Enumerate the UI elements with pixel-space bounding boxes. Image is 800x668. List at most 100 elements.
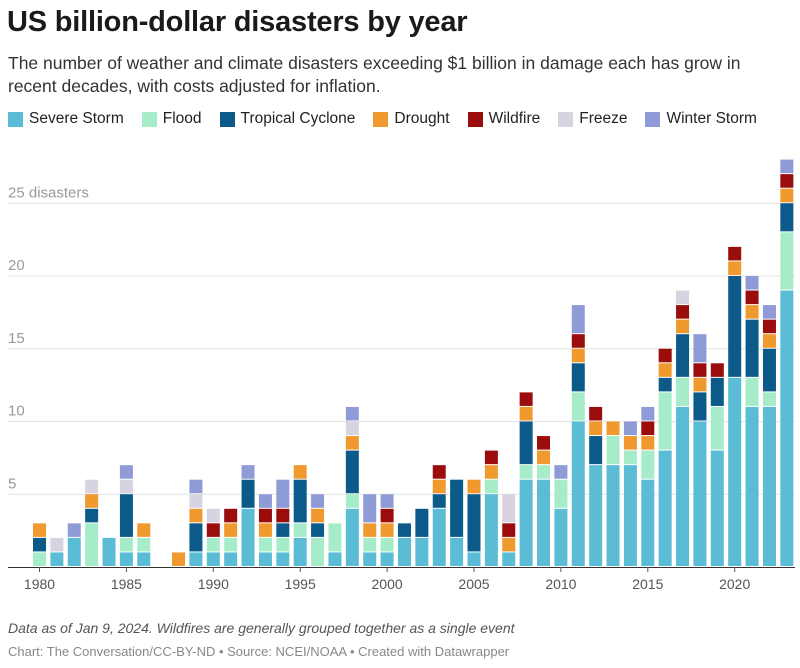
bar-segment-wildfire xyxy=(224,508,238,523)
bar-segment-severe-storm xyxy=(623,465,637,566)
legend-item-wildfire: Wildfire xyxy=(467,110,540,128)
chart-title: US billion-dollar disasters by year xyxy=(7,6,468,38)
bar-segment-drought xyxy=(224,523,238,537)
bar-segment-tropical-cyclone xyxy=(467,494,481,552)
bar-segment-severe-storm xyxy=(484,494,498,566)
bar-segment-freeze xyxy=(119,479,133,494)
bar-segment-severe-storm xyxy=(745,406,759,566)
bar-segment-flood xyxy=(311,537,325,566)
bar-segment-winter-storm xyxy=(258,494,272,508)
bar-segment-severe-storm xyxy=(450,537,464,566)
bar-segment-freeze xyxy=(206,508,220,523)
bar-segment-wildfire xyxy=(276,508,290,523)
x-tick-label: 2015 xyxy=(632,576,663,592)
bar-segment-tropical-cyclone xyxy=(762,348,776,392)
bar-segment-drought xyxy=(311,508,325,523)
bar-segment-flood xyxy=(380,537,394,552)
bar-segment-winter-storm xyxy=(780,159,794,174)
bar-segment-freeze xyxy=(345,421,359,436)
bar-segment-severe-storm xyxy=(676,406,690,566)
bar-segment-winter-storm xyxy=(119,465,133,479)
bar-segment-severe-storm xyxy=(293,537,307,566)
bar-segment-freeze xyxy=(85,479,99,494)
bar-segment-flood xyxy=(780,232,794,290)
bar-segment-tropical-cyclone xyxy=(589,436,603,465)
bar-segment-tropical-cyclone xyxy=(85,508,99,523)
bar-segment-tropical-cyclone xyxy=(397,523,411,537)
bar-segment-drought xyxy=(432,479,446,494)
bar-segment-tropical-cyclone xyxy=(293,479,307,523)
legend-label: Drought xyxy=(394,110,450,127)
bar-segment-freeze xyxy=(676,290,690,305)
bar-segment-severe-storm xyxy=(710,450,724,566)
bar-segment-winter-storm xyxy=(554,465,568,479)
x-tick-label: 2010 xyxy=(545,576,576,592)
legend-item-flood: Flood xyxy=(141,110,202,128)
bar-segment-flood xyxy=(484,479,498,494)
bar-segment-tropical-cyclone xyxy=(276,523,290,537)
bar-segment-wildfire xyxy=(589,406,603,421)
bar-segment-winter-storm xyxy=(363,494,377,523)
bar-segment-wildfire xyxy=(641,421,655,436)
bar-segment-tropical-cyclone xyxy=(450,479,464,537)
bar-segment-flood xyxy=(676,377,690,406)
bar-segment-flood xyxy=(119,537,133,552)
chart-credit: Chart: The Conversation/CC-BY-ND • Sourc… xyxy=(8,644,510,659)
bar-segment-flood xyxy=(258,537,272,552)
bar-segment-tropical-cyclone xyxy=(345,450,359,494)
bar-segment-tropical-cyclone xyxy=(415,508,429,537)
bar-segment-flood xyxy=(137,537,151,552)
bar-segment-flood xyxy=(276,537,290,552)
bar-segment-flood xyxy=(537,465,551,479)
bar-segment-winter-storm xyxy=(189,479,203,494)
bar-segment-drought xyxy=(780,188,794,203)
bar-segment-flood xyxy=(363,537,377,552)
bar-segment-flood xyxy=(658,392,672,450)
bar-segment-severe-storm xyxy=(224,552,238,566)
bar-segment-flood xyxy=(554,479,568,508)
bar-segment-winter-storm xyxy=(276,479,290,508)
bar-segment-drought xyxy=(728,261,742,275)
bar-segment-drought xyxy=(762,334,776,348)
bar-segment-winter-storm xyxy=(745,276,759,290)
bar-segment-winter-storm xyxy=(241,465,255,479)
bar-segment-tropical-cyclone xyxy=(658,377,672,392)
bar-segment-drought xyxy=(467,479,481,494)
legend: Severe Storm Flood Tropical Cyclone Drou… xyxy=(8,110,757,128)
bar-segment-flood xyxy=(293,523,307,537)
bar-segment-flood xyxy=(606,436,620,465)
legend-swatch xyxy=(558,111,574,127)
y-tick-label: 5 xyxy=(8,475,16,492)
bar-segment-drought xyxy=(484,465,498,479)
x-tick-label: 1990 xyxy=(198,576,229,592)
y-tick-label: 10 xyxy=(8,403,25,420)
bar-segment-wildfire xyxy=(380,508,394,523)
x-tick-label: 2005 xyxy=(458,576,489,592)
stacked-bar-chart: 5 10 15 20 25 disasters 1980 1985 1990 1995 2000 2… xyxy=(8,159,795,592)
legend-item-winter-storm: Winter Storm xyxy=(645,110,757,128)
bar-segment-severe-storm xyxy=(728,377,742,566)
bar-segment-drought xyxy=(172,552,186,566)
bar-segment-wildfire xyxy=(710,363,724,377)
bar-segment-flood xyxy=(745,377,759,406)
legend-swatch xyxy=(141,111,157,127)
legend-swatch xyxy=(373,111,389,127)
x-tick-label: 2000 xyxy=(372,576,403,592)
bar-segment-severe-storm xyxy=(780,290,794,566)
bar-segment-wildfire xyxy=(745,290,759,305)
bar-segment-drought xyxy=(519,406,533,421)
bar-segment-tropical-cyclone xyxy=(311,523,325,537)
bar-segment-severe-storm xyxy=(432,508,446,566)
bar-segment-drought xyxy=(676,319,690,334)
bar-segment-tropical-cyclone xyxy=(571,363,585,392)
bar-segment-severe-storm xyxy=(537,479,551,566)
bar-segment-drought xyxy=(293,465,307,479)
bar-segment-tropical-cyclone xyxy=(693,392,707,421)
bar-segment-wildfire xyxy=(484,450,498,465)
bar-segment-drought xyxy=(137,523,151,537)
bar-segment-drought xyxy=(623,436,637,450)
y-tick-label: 20 xyxy=(8,257,25,274)
bar-segment-winter-storm xyxy=(311,494,325,508)
bar-segment-severe-storm xyxy=(658,450,672,566)
bar-segment-tropical-cyclone xyxy=(241,479,255,508)
